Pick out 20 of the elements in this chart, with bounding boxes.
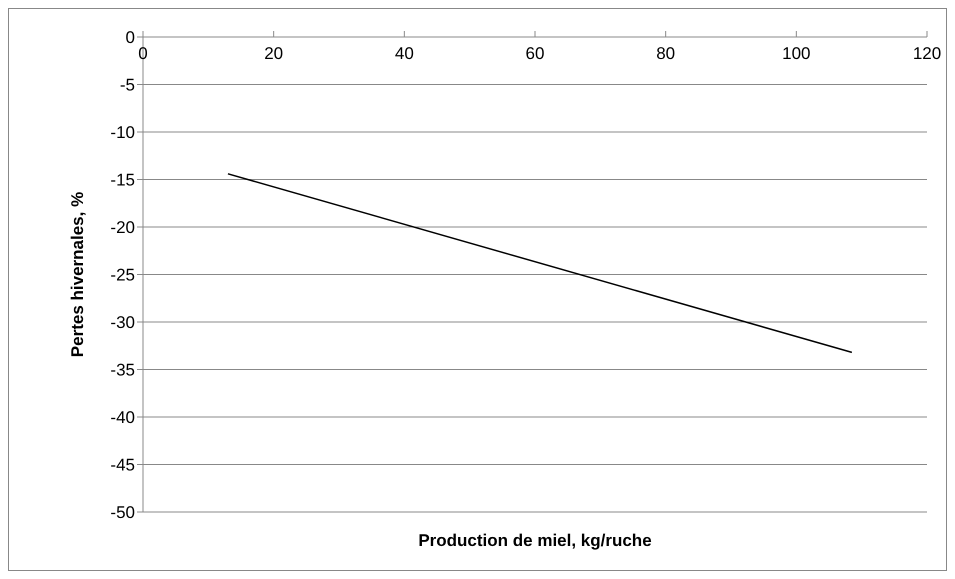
x-tick-label: 40 — [394, 44, 414, 63]
x-tick-label: 100 — [782, 44, 811, 63]
x-axis-title: Production de miel, kg/ruche — [417, 531, 653, 551]
x-tick-label: 20 — [264, 44, 284, 63]
y-tick-label: -10 — [110, 123, 135, 142]
y-tick-label: -40 — [110, 408, 135, 428]
y-tick-label: -20 — [110, 218, 135, 238]
y-tick-label: -15 — [110, 170, 135, 190]
y-tick-label: -30 — [110, 313, 135, 332]
x-tick-label: 0 — [138, 44, 148, 63]
x-tick-label: 80 — [656, 44, 676, 63]
y-tick-label: -45 — [110, 456, 135, 475]
y-tick-label: -50 — [110, 503, 135, 522]
x-tick-label: 120 — [912, 44, 942, 63]
y-tick-label: -25 — [110, 266, 135, 285]
y-tick-label: -35 — [110, 360, 135, 380]
x-tick-label: 60 — [526, 44, 544, 63]
y-tick-label: -5 — [120, 76, 135, 95]
y-tick-label: 0 — [126, 28, 135, 48]
y-axis-title: Pertes hivernales, % — [68, 192, 88, 358]
